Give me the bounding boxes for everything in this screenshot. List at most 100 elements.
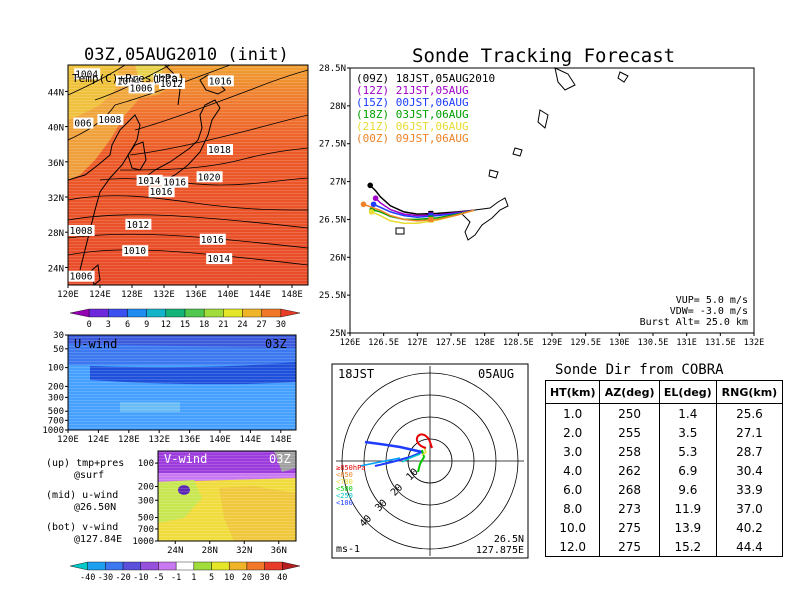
colorbar-swatch: [282, 561, 301, 571]
u-p-tick-label: 700: [48, 416, 64, 426]
sonde-tracks: [360, 182, 475, 224]
colorbar-swatch: [105, 561, 124, 571]
table-cell: 275: [599, 537, 660, 557]
map-lon-tick-label: 144E: [249, 290, 271, 300]
map-lat-tick-label: 32N: [48, 194, 64, 204]
colorbar-tick-label: 10: [224, 573, 234, 583]
isobar-label: 1004: [117, 76, 140, 87]
map-lon-tick-label: 148E: [281, 290, 303, 300]
track-plot-frame: [349, 67, 755, 334]
track-lon-tick-label: 129.5E: [570, 338, 601, 348]
colorbar-swatch: [280, 308, 301, 318]
isobar-label: 1006: [70, 272, 93, 283]
map-lat-ticks: 44N 40N 36N 32N 28N 24N: [48, 88, 68, 274]
table-cell: 258: [599, 442, 660, 461]
table-cell: 268: [599, 480, 660, 499]
isobar-label-bg: [199, 233, 226, 245]
map-panel-label: Temp(C)+Pres(hPa): [72, 72, 185, 85]
table-cell: 255: [599, 423, 660, 442]
colorbar-swatch: [127, 308, 147, 318]
sonde-track-endpoint: [372, 195, 379, 202]
u-lon-tick-label: 124E: [88, 435, 110, 445]
polar-time: 18JST: [338, 367, 374, 381]
table-row: 1.0 250 1.4 25.6: [544, 403, 784, 423]
colorbar-tick-label: 30: [276, 320, 286, 330]
isobar-label-bg: [207, 144, 233, 155]
colorbar-tick-label: 27: [257, 320, 267, 330]
track-lon-tick-label: 127E: [407, 338, 427, 348]
sonde-track-endpoint: [367, 182, 373, 189]
colorbar-swatch: [229, 561, 248, 571]
isobar-label-bg: [206, 253, 233, 265]
colorbar-swatch: [69, 561, 88, 571]
track-lat-tick-label: 25.5N: [319, 291, 346, 301]
right-title: Sonde Tracking Forecast: [412, 45, 676, 67]
table-row: 4.0 262 6.9 30.4: [544, 461, 784, 480]
wind-colorbar: -40 -30 -20 -10 -5 -1 1 5 10 20 30 40: [69, 561, 301, 583]
isobar-label-bg: [136, 174, 163, 186]
temperature-field: [68, 65, 308, 285]
track-lon-ticks: 126E 126.5E 127E 127.5E 128E 128.5E 129E 129.5E…: [340, 333, 764, 348]
table-row: 8.0 273 11.9 37.0: [544, 499, 784, 518]
v-lat-tick-label: 28N: [202, 546, 218, 556]
launch-parameter: VDW= -3.0 m/s: [670, 306, 748, 317]
isobar-labels: 1004100410061010101210160061008101810141…: [68, 68, 234, 283]
u-p-tick-label: 500: [48, 407, 64, 417]
table-cell: 25.6: [715, 403, 784, 423]
track-legend: (09Z) 18JST,05AUG2010(12Z) 21JST,05AUG(1…: [356, 72, 495, 145]
colorbar-tick-label: 6: [125, 320, 130, 330]
sonde-track-midpoint: [428, 216, 434, 222]
table-cell: 3.0: [544, 442, 601, 461]
isobar-label: 1014: [138, 176, 161, 187]
isobar-label: 1008: [98, 115, 121, 126]
track-lat-tick-label: 26.5N: [319, 215, 346, 225]
isobar-label: 1012: [126, 220, 149, 231]
isobar-label-bg: [207, 75, 234, 87]
colorbar-tick-label: -20: [115, 573, 130, 583]
map-lat-tick-label: 24N: [48, 264, 64, 274]
table-cell: 4.0: [544, 461, 601, 480]
table-cell: 37.0: [715, 499, 784, 518]
colorbar-swatch: [165, 308, 186, 318]
u-p-tick-label: 100: [48, 364, 64, 374]
colorbar-swatch: [242, 308, 262, 318]
isobar-label-bg: [73, 117, 94, 129]
u-panel-time: 03Z: [265, 337, 287, 351]
track-legend-entry: (15Z) 00JST,06AUG: [356, 96, 469, 109]
track-lat-tick-label: 28.5N: [319, 64, 346, 74]
table-cell: 10.0: [544, 518, 601, 537]
sonde-track-line: [363, 203, 475, 222]
track-lat-tick-label: 26N: [330, 253, 346, 263]
map-lat-tick-label: 44N: [48, 88, 64, 98]
table-cell: 6.9: [658, 461, 717, 480]
table-cell: 3.5: [658, 423, 717, 442]
track-lon-tick-label: 131E: [676, 338, 696, 348]
u-lon-ticks: 120E 124E 128E 132E 136E 140E 144E 148E: [57, 430, 292, 445]
colorbar-tick-label: -40: [80, 573, 95, 583]
colorbar-tick-label: 1: [191, 573, 196, 583]
map-lon-tick-label: 120E: [57, 290, 79, 300]
colorbar-swatch: [193, 561, 212, 571]
colorbar-swatch: [264, 561, 283, 571]
v-p-tick-label: 300: [138, 496, 154, 506]
map-lat-tick-label: 40N: [48, 124, 64, 134]
isobar-label: 1012: [160, 79, 183, 90]
table-cell: 40.2: [715, 518, 784, 537]
direction-table-header-cell: RNG(km): [715, 380, 784, 404]
isobar-label: 1004: [75, 69, 98, 80]
sonde-track-line: [375, 197, 475, 217]
isobar-label: 1010: [123, 246, 146, 257]
table-row: 6.0 268 9.6 33.9: [544, 480, 784, 499]
track-lat-tick-label: 27.5N: [319, 140, 346, 150]
table-cell: 1.0: [544, 403, 601, 423]
pressure-level-entry: <250: [336, 492, 353, 500]
v-p-tick-label: 700: [138, 525, 154, 535]
track-lat-tick-label: 25N: [330, 329, 346, 339]
track-lon-tick-label: 131.5E: [705, 338, 736, 348]
colorbar-swatch: [69, 308, 90, 318]
isobar-label-bg: [74, 68, 101, 80]
colorbar-tick-label: 24: [237, 320, 247, 330]
isobar-label-bg: [148, 186, 175, 198]
